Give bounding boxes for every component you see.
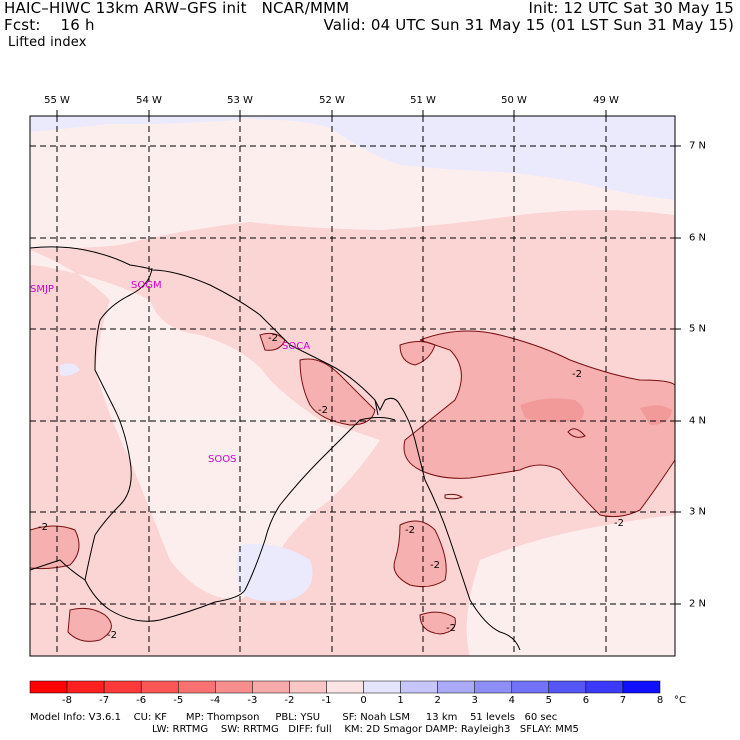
lat-label: 2 N (689, 598, 707, 610)
field-pink-coast (400, 341, 435, 365)
colorbar-swatch (289, 680, 327, 694)
colorbar-tick-label: 6 (582, 695, 590, 706)
field-pink-amapa (404, 331, 675, 517)
axis-ticks (56, 110, 681, 605)
colorbar-swatch (29, 680, 68, 694)
colorbar-swatch (215, 680, 253, 694)
field-pink-s2 (420, 612, 456, 634)
colorbar-tick-label: 5 (545, 695, 552, 706)
field-pink-west (30, 526, 79, 569)
station-sogm: SOGM (131, 280, 162, 291)
contour-label: -2 (38, 522, 48, 533)
colorbar-tick-label: 4 (508, 695, 515, 706)
field-light-blue-sw (60, 363, 80, 376)
station-soos: SOOS (208, 454, 237, 465)
colorbar-tick-label: -4 (210, 695, 221, 706)
border-suriname-west (30, 267, 153, 581)
lat-label: 3 N (689, 506, 707, 518)
lon-label: 50 W (501, 95, 527, 106)
colorbar-swatch (66, 680, 105, 694)
colorbar-swatch (474, 680, 513, 694)
contour-label: -2 (572, 369, 582, 380)
field-pink-south (394, 521, 447, 587)
lon-label: 53 W (227, 95, 253, 106)
title-left: HAIC–HIWC 13km ARW–GFS init NCAR/MMM (4, 0, 350, 17)
lifted-index-field (30, 116, 675, 656)
map-frame (29, 115, 676, 657)
field-pink-guiana (300, 359, 375, 425)
valid-time: Valid: 04 UTC Sun 31 May 15 (01 LST Sun … (323, 16, 734, 34)
border-south (84, 417, 396, 622)
colorbar-swatch (177, 680, 216, 694)
colorbar-tick-label: -8 (62, 695, 73, 706)
lon-label: 54 W (136, 95, 162, 106)
lat-label: 6 N (689, 232, 707, 244)
field-light-blue-south (236, 544, 313, 602)
colorbar-swatch (140, 680, 179, 694)
field-pink-socа (260, 333, 285, 351)
colorbar-tick-label: °C (674, 695, 686, 706)
station-smjp: SMJP (30, 284, 54, 295)
colorbar-tick-label: -1 (321, 695, 332, 706)
colorbar-swatch (103, 680, 142, 694)
lon-label: 49 W (593, 95, 619, 106)
colorbar-tick-label: -6 (136, 695, 147, 706)
contour-label: -2 (318, 405, 328, 416)
colorbar-tick-label: -7 (99, 695, 110, 706)
lon-label: 55 W (44, 95, 70, 106)
boundaries (30, 246, 521, 651)
colorbar-tick-label: 7 (619, 695, 627, 706)
station-soca: SOCA (282, 341, 311, 352)
init-time: Init: 12 UTC Sat 30 May 15 (528, 0, 734, 17)
lon-label: 51 W (410, 95, 436, 106)
contours (30, 330, 675, 642)
field-name: Lifted index (8, 35, 87, 50)
contour-label: -2 (107, 630, 117, 641)
field-light-pink-se (466, 515, 675, 656)
model-info-line2: LW: RRTMG SW: RRTMG DIFF: full KM: 2D Sm… (152, 724, 579, 735)
colorbar-tick-label: 0 (360, 695, 367, 706)
graticule (30, 116, 675, 656)
colorbar-swatch (326, 680, 364, 694)
colorbar-tick-label: -2 (284, 695, 295, 706)
contour-label: -2 (614, 518, 624, 529)
colorbar-swatch (400, 680, 438, 694)
lat-label: 7 N (689, 140, 707, 152)
colorbar-tick-label: -5 (173, 695, 184, 706)
lon-label: 52 W (319, 95, 345, 106)
contour-label: -2 (446, 623, 456, 634)
colorbar (29, 680, 661, 694)
colorbar-swatch (511, 680, 550, 694)
lat-label: 4 N (689, 415, 707, 427)
border-fg (374, 399, 379, 416)
colorbar-swatch (622, 680, 661, 694)
forecast-hour: Fcst: 16 h (4, 16, 95, 34)
field-darker-2 (640, 405, 672, 425)
colorbar-tick-label: -3 (247, 695, 258, 706)
colorbar-swatch (548, 680, 587, 694)
contour-label: -2 (430, 560, 440, 571)
colorbar-tick-label: 8 (656, 695, 664, 706)
contour-label: -2 (268, 333, 278, 344)
colorbar-tick-label: 1 (397, 695, 404, 706)
field-patch (240, 118, 334, 140)
field-pink-sw (68, 608, 112, 642)
colorbar-swatch (363, 680, 401, 694)
colorbar-swatch (252, 680, 290, 694)
coastline (30, 246, 521, 651)
colorbar-tick-label: 3 (471, 695, 478, 706)
colorbar-swatch (585, 680, 624, 694)
contour-label: -2 (405, 525, 415, 536)
model-info-line1: Model Info: V3.6.1 CU: KF MP: Thompson P… (30, 712, 558, 723)
colorbar-swatch (437, 680, 475, 694)
colorbar-tick-label: 2 (434, 695, 441, 706)
field-darker-1 (520, 398, 584, 423)
lat-label: 5 N (689, 323, 707, 335)
